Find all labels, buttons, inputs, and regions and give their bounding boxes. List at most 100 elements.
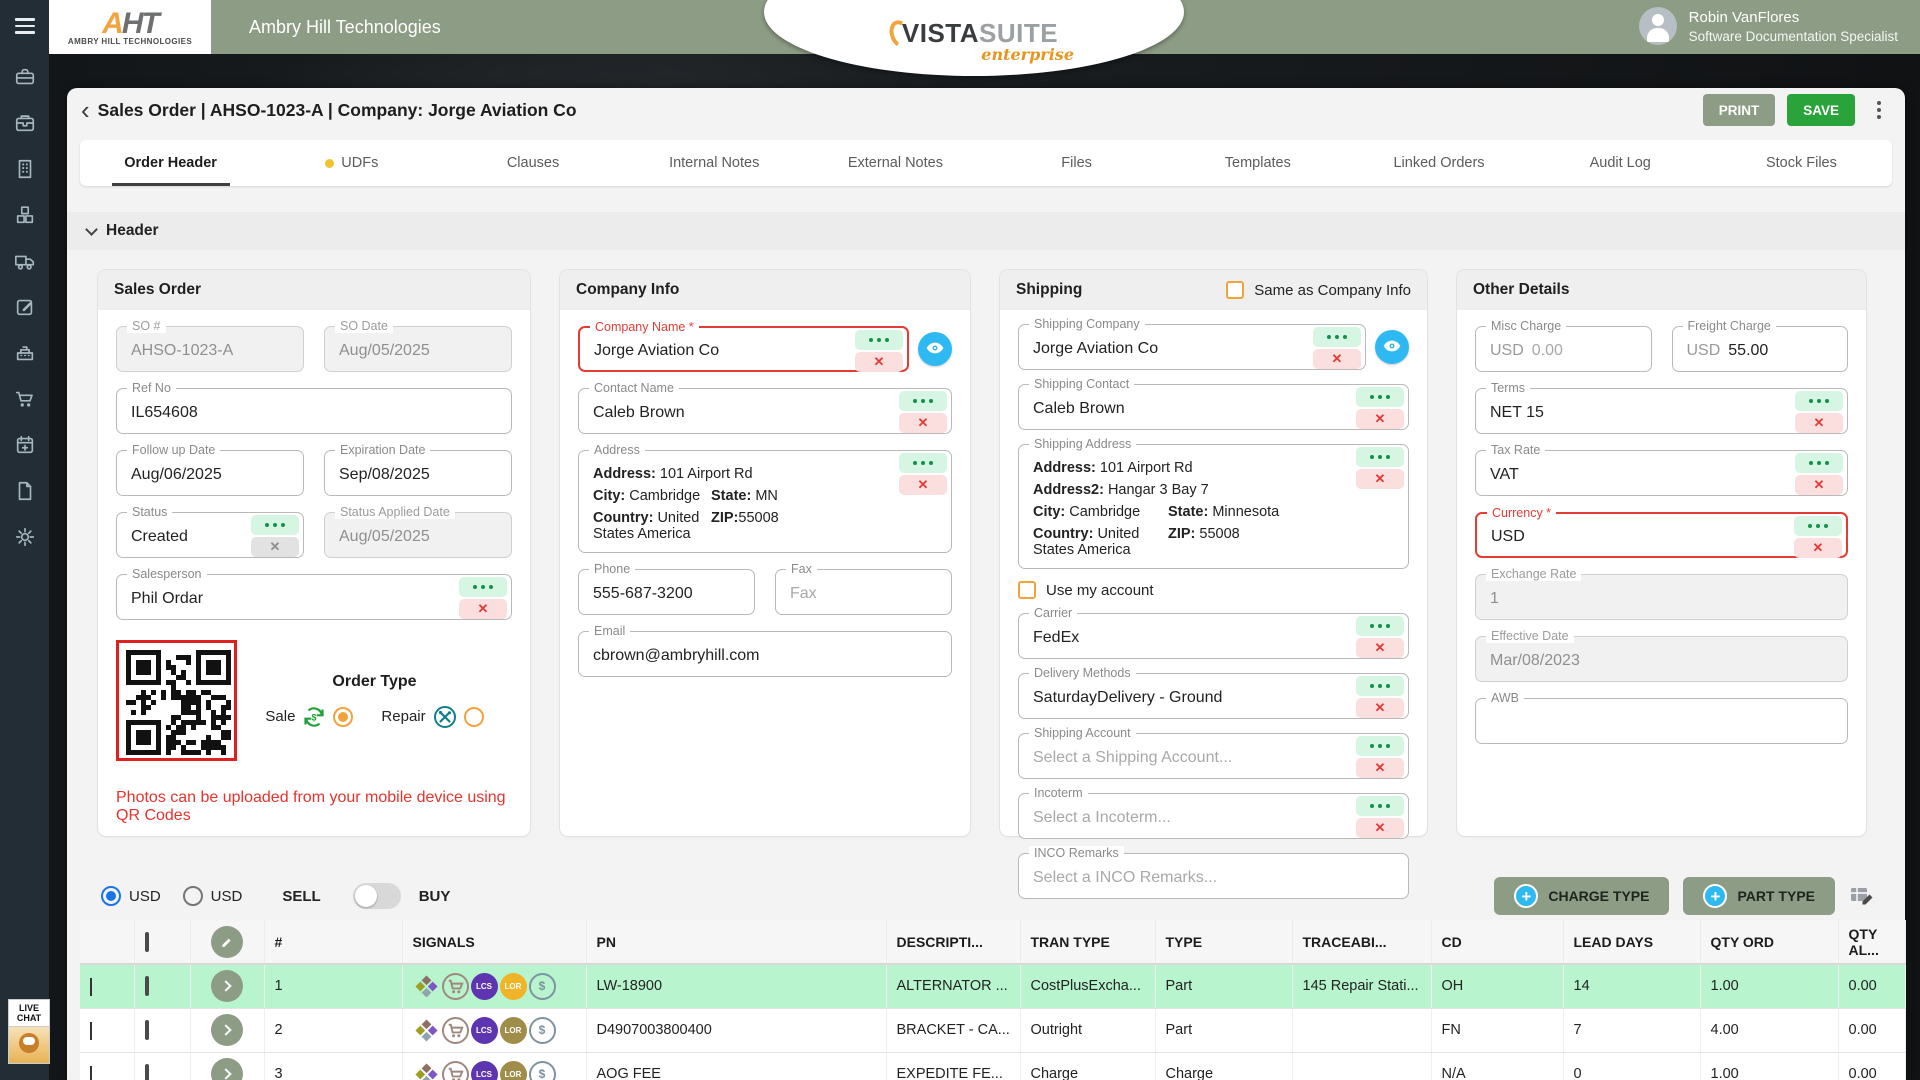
terms-field[interactable]: Terms NET 15 ✕ (1475, 388, 1848, 434)
shipping-contact-options-button[interactable] (1356, 387, 1404, 407)
follow-up-date-field[interactable]: Follow up Date Aug/06/2025 (116, 450, 304, 496)
misc-charge-field[interactable]: Misc Charge USD0.00 (1475, 326, 1652, 372)
delivery-methods-field[interactable]: Delivery Methods SaturdayDelivery - Grou… (1018, 673, 1409, 719)
view-shipping-company-button[interactable] (1375, 330, 1409, 364)
currency-options-button[interactable] (1794, 516, 1842, 536)
contact-name-clear-button[interactable]: ✕ (899, 413, 947, 433)
tab-linked-orders[interactable]: Linked Orders (1348, 140, 1529, 186)
company-address-field[interactable]: Address Address: 101 Airport Rd City: Ca… (578, 450, 952, 553)
column-header-descripti-[interactable]: DESCRIPTI... (886, 920, 1020, 964)
carrier-options-button[interactable] (1356, 616, 1404, 636)
awb-field[interactable]: AWB (1475, 698, 1848, 744)
tax-rate-options-button[interactable] (1795, 453, 1843, 473)
shipping-contact-clear-button[interactable]: ✕ (1356, 409, 1404, 429)
incoterm-field[interactable]: Incoterm Select a Incoterm... ✕ (1018, 793, 1409, 839)
incoterm-clear-button[interactable]: ✕ (1356, 818, 1404, 838)
same-as-company-checkbox[interactable] (1226, 281, 1244, 299)
save-button[interactable]: SAVE (1787, 94, 1855, 126)
column-header-tran-type[interactable]: TRAN TYPE (1020, 920, 1155, 964)
row-expand-icon[interactable] (90, 1066, 92, 1080)
back-button[interactable]: ‹ (81, 97, 90, 123)
tab-stock-files[interactable]: Stock Files (1711, 140, 1892, 186)
row-open-button[interactable] (211, 1014, 243, 1046)
header-section-toggle[interactable]: Header (67, 212, 1905, 250)
delivery-methods-options-button[interactable] (1356, 676, 1404, 696)
company-name-clear-button[interactable]: ✕ (855, 352, 903, 372)
sell-buy-toggle[interactable] (353, 883, 401, 909)
shipping-account-clear-button[interactable]: ✕ (1356, 758, 1404, 778)
column-header-traceabi-[interactable]: TRACEABI... (1292, 920, 1431, 964)
salesperson-options-button[interactable] (459, 577, 507, 597)
status-options-button[interactable] (251, 515, 299, 535)
row-checkbox[interactable] (145, 976, 149, 996)
live-chat-widget[interactable]: LIVECHAT (8, 999, 50, 1064)
inco-remarks-field[interactable]: INCO Remarks Select a INCO Remarks... (1018, 853, 1409, 899)
status-clear-button[interactable]: ✕ (251, 537, 299, 557)
table-row[interactable]: 1LCSLOR$LW-18900ALTERNATOR ...CostPlusEx… (80, 964, 1905, 1008)
shipping-address-field[interactable]: Shipping Address Address: 101 Airport Rd… (1018, 444, 1409, 569)
currency-clear-button[interactable]: ✕ (1794, 538, 1842, 558)
use-my-account-checkbox[interactable] (1018, 581, 1036, 599)
delivery-methods-clear-button[interactable]: ✕ (1356, 698, 1404, 718)
building-icon[interactable] (14, 158, 36, 180)
company-name-options-button[interactable] (855, 330, 903, 350)
order-type-sale-option[interactable]: Sale $ (265, 705, 353, 729)
salesperson-field[interactable]: Salesperson Phil Ordar ✕ (116, 574, 512, 620)
row-expand-icon[interactable] (90, 1022, 92, 1040)
calendar-plus-icon[interactable] (14, 434, 36, 456)
table-row[interactable]: 3LCSLOR$AOG FEEEXPEDITE FE...ChargeCharg… (80, 1052, 1905, 1080)
row-checkbox[interactable] (145, 1020, 149, 1040)
user-menu[interactable]: Robin VanFlores Software Documentation S… (1639, 7, 1898, 45)
column-header-signals[interactable]: SIGNALS (402, 920, 586, 964)
gear-icon[interactable] (14, 526, 36, 548)
tab-files[interactable]: Files (986, 140, 1167, 186)
salesperson-clear-button[interactable]: ✕ (459, 599, 507, 619)
shipping-account-options-button[interactable] (1356, 736, 1404, 756)
tab-templates[interactable]: Templates (1167, 140, 1348, 186)
tab-external-notes[interactable]: External Notes (805, 140, 986, 186)
contact-name-options-button[interactable] (899, 391, 947, 411)
shipping-account-field[interactable]: Shipping Account Select a Shipping Accou… (1018, 733, 1409, 779)
add-part-type-button[interactable]: + PART TYPE (1683, 877, 1835, 915)
currency-field[interactable]: Currency * USD ✕ (1475, 512, 1848, 558)
tab-udfs[interactable]: UDFs (261, 140, 442, 186)
view-company-button[interactable] (918, 332, 952, 366)
select-all-checkbox[interactable] (145, 932, 149, 952)
carrier-clear-button[interactable]: ✕ (1356, 638, 1404, 658)
ref-no-field[interactable]: Ref No IL654608 (116, 388, 512, 434)
column-header-lead-days[interactable]: LEAD DAYS (1563, 920, 1700, 964)
contact-name-field[interactable]: Contact Name Caleb Brown ✕ (578, 388, 952, 434)
expiration-date-field[interactable]: Expiration Date Sep/08/2025 (324, 450, 512, 496)
freight-charge-field[interactable]: Freight Charge USD55.00 (1672, 326, 1849, 372)
currency-radio-selected[interactable] (101, 886, 121, 906)
more-options-icon[interactable] (1869, 98, 1889, 122)
aht-logo[interactable]: AHT AMBRY HILL TECHNOLOGIES (49, 0, 211, 54)
shipping-company-clear-button[interactable]: ✕ (1313, 349, 1361, 369)
shopping-cart-icon[interactable] (14, 388, 36, 410)
terms-clear-button[interactable]: ✕ (1795, 413, 1843, 433)
column-header-pn[interactable]: PN (586, 920, 886, 964)
menu-icon[interactable] (15, 14, 35, 38)
shipping-address-options-button[interactable] (1356, 447, 1404, 467)
shipping-company-field[interactable]: Shipping Company Jorge Aviation Co ✕ (1018, 324, 1366, 370)
phone-field[interactable]: Phone 555-687-3200 (578, 569, 755, 615)
column-header--[interactable]: # (264, 920, 402, 964)
order-type-repair-option[interactable]: Repair (381, 705, 483, 729)
sale-radio[interactable] (333, 707, 353, 727)
tab-internal-notes[interactable]: Internal Notes (624, 140, 805, 186)
tax-rate-field[interactable]: Tax Rate VAT ✕ (1475, 450, 1848, 496)
column-header-type[interactable]: TYPE (1155, 920, 1292, 964)
shipping-company-options-button[interactable] (1313, 327, 1361, 347)
email-field[interactable]: Email cbrown@ambryhill.com (578, 631, 952, 677)
grid-edit-icon[interactable] (1849, 883, 1875, 909)
repair-radio[interactable] (464, 707, 484, 727)
briefcase-alt-icon[interactable] (14, 112, 36, 134)
company-name-field[interactable]: Company Name * Jorge Aviation Co ✕ (578, 326, 909, 372)
truck-icon[interactable] (14, 250, 36, 272)
row-open-button[interactable] (211, 970, 243, 1002)
shipping-contact-field[interactable]: Shipping Contact Caleb Brown ✕ (1018, 384, 1409, 430)
row-open-button[interactable] (211, 1058, 243, 1080)
document-icon[interactable] (14, 480, 36, 502)
table-row[interactable]: 2LCSLOR$D4907003800400BRACKET - CA...Out… (80, 1008, 1905, 1052)
print-button[interactable]: PRINT (1703, 94, 1776, 126)
